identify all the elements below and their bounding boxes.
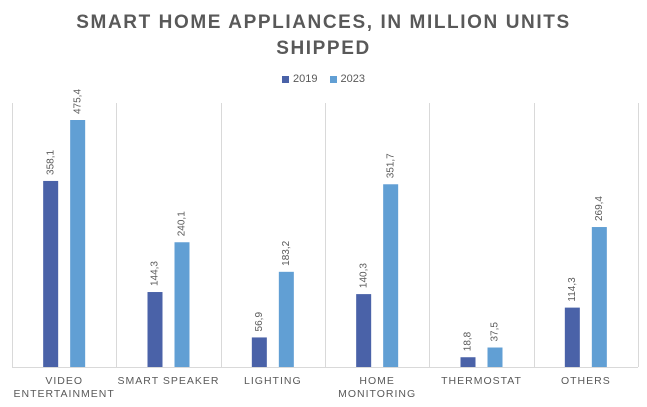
bar-2023-2 (278, 271, 294, 367)
category-label-3: MONITORING (338, 388, 416, 400)
category-label-0: ENTERTAINMENT (14, 388, 115, 400)
chart-title-line-1: SMART HOME APPLIANCES, IN MILLION UNITS (76, 12, 571, 33)
bar-2023-0 (70, 120, 86, 367)
data-label-2023-4: 37,5 (490, 322, 501, 342)
category-label-2: LIGHTING (244, 375, 302, 387)
chart-title: SMART HOME APPLIANCES, IN MILLION UNITS … (0, 10, 647, 62)
category-label-0: VIDEO (45, 375, 83, 387)
bar-2019-4 (460, 357, 476, 367)
legend-item-2019: 2019 (282, 73, 318, 85)
data-label-2023-0: 475,4 (72, 89, 83, 114)
legend-swatch-2023 (329, 75, 337, 83)
data-label-2023-2: 183,2 (281, 240, 292, 265)
data-label-2019-1: 144,3 (150, 261, 161, 286)
category-label-3: HOME (359, 375, 395, 387)
legend-swatch-2019 (282, 75, 290, 83)
bar-2023-4 (487, 347, 503, 367)
bar-2019-5 (564, 307, 580, 367)
data-label-2023-3: 351,7 (385, 153, 396, 178)
legend-label-2019: 2019 (293, 73, 318, 85)
data-label-2019-4: 18,8 (463, 331, 474, 351)
legend-label-2023: 2023 (340, 73, 365, 85)
data-label-2023-1: 240,1 (177, 211, 188, 236)
data-label-2019-5: 114,3 (567, 277, 578, 302)
bar-2019-3 (356, 294, 372, 367)
bar-2023-1 (174, 242, 190, 367)
category-label-1: SMART SPEAKER (118, 375, 220, 387)
data-label-2019-3: 140,3 (358, 263, 369, 288)
data-label-2023-5: 269,4 (594, 196, 605, 221)
legend: 2019 2023 (0, 73, 647, 85)
data-label-2019-2: 56,9 (254, 312, 265, 332)
bar-2023-5 (591, 227, 607, 367)
bar-2019-0 (43, 180, 59, 367)
category-label-5: OTHERS (561, 375, 611, 387)
bar-2023-3 (383, 184, 399, 367)
legend-item-2023: 2023 (329, 73, 365, 85)
bar-2019-2 (251, 337, 267, 367)
data-label-2019-0: 358,1 (45, 149, 56, 174)
chart-title-line-2: SHIPPED (276, 38, 371, 59)
category-label-4: THERMOSTAT (441, 375, 522, 387)
bar-2019-1 (147, 292, 163, 367)
